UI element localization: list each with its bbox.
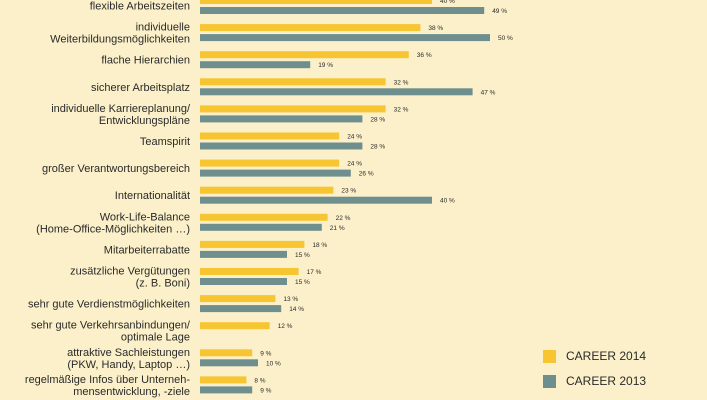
bar-career-2013 [200,386,253,394]
bar-career-2013 [200,305,282,313]
category-label: sicherer Arbeitsplatz [91,82,190,94]
bar-career-2014 [200,78,386,86]
bar-career-2014 [200,322,270,330]
chart-legend: CAREER 2014 CAREER 2013 [543,348,646,398]
legend-swatch-2014 [543,349,556,363]
value-label-2014: 17 % [307,269,322,276]
bar-career-2014 [200,349,253,357]
bar-career-2013 [200,142,363,150]
value-label-2014: 13 % [283,296,298,303]
category-label: flache Hierarchien [101,55,190,67]
value-label-2014: 38 % [428,25,443,32]
legend-item-2014: CAREER 2014 [543,348,646,364]
value-label-2013: 15 % [295,279,310,286]
bar-career-2014 [200,213,328,221]
bar-career-2014 [200,186,334,194]
value-label-2013: 26 % [359,171,374,178]
bar-career-2013 [200,169,351,177]
value-label-2014: 22 % [336,215,351,222]
category-label: zusätzliche Vergütungen (z. B. Boni) [70,266,190,290]
category-label: Teamspirit [140,136,190,148]
bar-career-2013 [200,88,473,96]
value-label-2013: 19 % [318,62,333,69]
value-label-2013: 49 % [492,8,507,15]
bar-career-2014 [200,295,276,303]
bar-career-2014 [200,159,340,167]
value-label-2014: 32 % [394,79,409,86]
value-label-2014: 24 % [347,134,362,141]
bar-career-2013 [200,7,485,14]
value-label-2014: 23 % [341,188,356,195]
category-label: Mitarbeiterrabatte [104,244,190,256]
bar-career-2014 [200,105,386,113]
value-label-2014: 8 % [254,377,265,384]
category-label: individuelle Weiterbildungsmöglichkeiten [50,22,190,46]
bar-career-2014 [200,24,421,32]
value-label-2013: 47 % [481,89,496,96]
value-label-2013: 14 % [289,306,304,313]
value-label-2013: 28 % [370,116,385,123]
value-label-2014: 12 % [278,323,293,330]
value-label-2013: 10 % [266,360,281,367]
bar-career-2014 [200,240,305,248]
category-label: großer Verantwortungsbereich [42,163,190,175]
bar-career-2014 [200,0,432,4]
category-label: sehr gute Verkehrsanbindungen/optimale L… [31,320,191,344]
legend-item-2013: CAREER 2013 [543,373,646,389]
category-label: attraktive Sachleistungen (PKW, Handy, La… [67,347,190,371]
legend-label-2013: CAREER 2013 [566,374,647,388]
value-label-2014: 24 % [347,161,362,168]
category-label: individuelle Karriereplanung/Entwicklung… [51,103,191,127]
bar-career-2013 [200,223,322,231]
bar-career-2013 [200,196,432,204]
bar-career-2013 [200,115,363,123]
bar-career-2013 [200,278,287,285]
bar-career-2014 [200,376,247,384]
value-label-2013: 50 % [498,35,513,42]
category-label: flexible Arbeitszeiten [90,1,190,13]
category-label: Work-Life-Balance (Home-Office-Möglichkei… [36,211,190,235]
value-label-2013: 28 % [370,144,385,151]
bar-career-2014 [200,132,340,140]
legend-swatch-2013 [543,374,556,388]
bar-career-2014 [200,268,299,275]
value-label-2014: 40 % [440,0,455,5]
bar-career-2013 [200,250,287,258]
value-label-2014: 9 % [260,350,271,357]
value-label-2013: 15 % [295,252,310,259]
legend-label-2014: CAREER 2014 [566,349,647,363]
category-label: Internationalität [115,190,190,202]
category-label: regelmäßige Infos über Unterneh-mensentw… [25,374,190,398]
value-label-2014: 36 % [417,52,432,59]
bar-career-2013 [200,61,311,69]
value-label-2014: 32 % [394,106,409,113]
bar-career-2013 [200,359,258,367]
bar-career-2014 [200,51,409,59]
category-label: sehr gute Verdienstmöglichkeiten [28,299,190,311]
value-label-2013: 9 % [260,387,271,394]
value-label-2014: 18 % [312,242,327,249]
value-label-2013: 21 % [330,225,345,232]
bar-career-2013 [200,34,490,42]
value-label-2013: 40 % [440,198,455,205]
